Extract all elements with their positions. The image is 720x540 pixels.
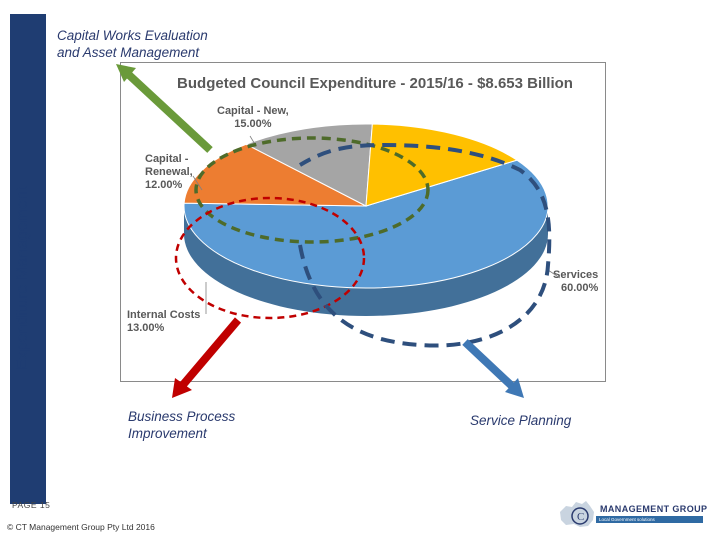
callout-business-process-line2: Improvement <box>128 426 207 441</box>
side-bar <box>10 14 46 504</box>
pie-side-services <box>184 206 548 316</box>
label-services-name: Services <box>553 269 599 281</box>
copyright: © CT Management Group Pty Ltd 2016 <box>7 522 155 532</box>
chart-title: Budgeted Council Expenditure - 2015/16 -… <box>177 75 573 92</box>
pie-tops <box>183 123 549 289</box>
label-internal-costs-value: 13.00% <box>127 322 165 334</box>
callout-capital-works: Capital Works Evaluation and Asset Manag… <box>57 27 208 61</box>
business-process-highlight-ellipse <box>174 196 366 320</box>
callout-capital-works-line2: and Asset Management <box>57 45 200 60</box>
leader-services <box>547 269 561 279</box>
pie-sides <box>184 206 548 316</box>
capital-works-highlight-ellipse <box>194 136 430 244</box>
company-logo: C MANAGEMENT GROUP Local Government solu… <box>556 498 708 534</box>
logo-tagline: Local Government solutions <box>596 516 703 523</box>
logo-name: MANAGEMENT GROUP <box>600 504 708 514</box>
australia-map-icon: C <box>560 501 594 527</box>
label-capital-new: Capital - New, 15.00% <box>217 105 289 131</box>
label-services-value: 60.00% <box>560 282 599 294</box>
arrow-business-process <box>172 317 242 398</box>
service-planning-highlight-path <box>298 142 552 348</box>
label-services: Services 60.00% <box>553 269 598 295</box>
label-capital-renewal: Capital - Renewal, 12.00% <box>145 153 193 192</box>
page-number: PAGE 15 <box>12 500 51 510</box>
callout-capital-works-line1: Capital Works Evaluation <box>57 28 208 43</box>
label-capital-renewal-name1: Capital - <box>145 153 189 165</box>
callout-service-planning: Service Planning <box>470 413 572 428</box>
callout-business-process: Business Process Improvement <box>128 408 235 442</box>
label-capital-new-value: 15.00% <box>234 118 272 130</box>
leader-renewal <box>192 175 203 191</box>
label-internal-costs-name: Internal Costs <box>127 309 201 321</box>
svg-text:C: C <box>577 511 584 523</box>
pie-slice-capital-new <box>365 123 519 207</box>
label-internal-costs: Internal Costs 13.00% <box>127 309 200 335</box>
label-capital-new-name: Capital - New, <box>217 105 289 117</box>
label-capital-renewal-name2: Renewal, <box>145 166 193 178</box>
callout-business-process-line1: Business Process <box>128 409 236 424</box>
label-capital-renewal-value: 12.00% <box>145 179 183 191</box>
pie-slice-services <box>183 159 549 289</box>
pie-slice-internal-costs <box>183 143 367 207</box>
arrow-capital-works <box>116 64 213 153</box>
pie-slice-capital-renewal <box>244 123 373 207</box>
arrow-service-planning <box>462 339 524 398</box>
